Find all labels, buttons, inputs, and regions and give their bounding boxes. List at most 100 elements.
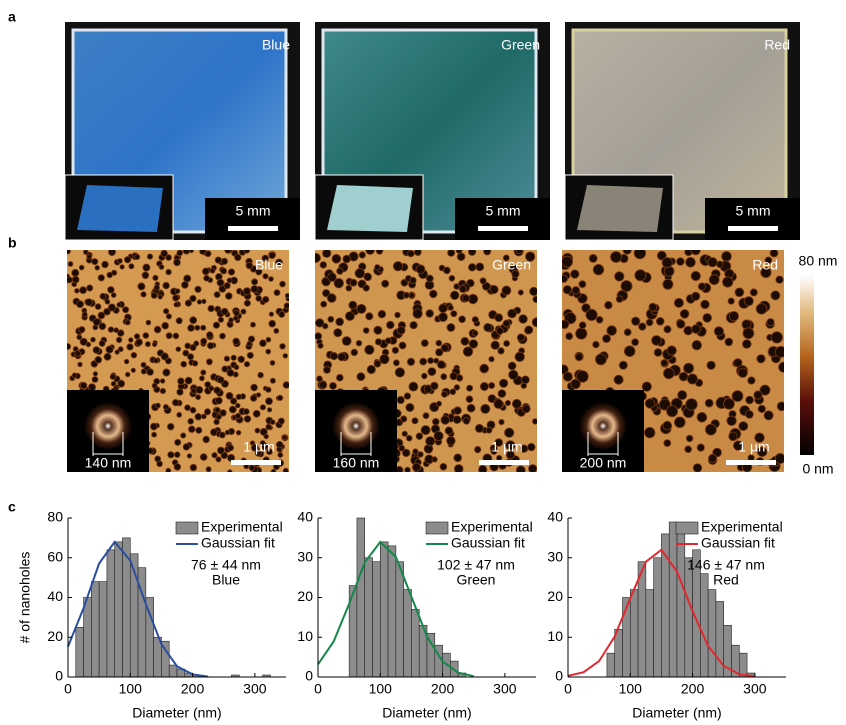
nanohole — [154, 358, 159, 363]
nanohole — [99, 341, 105, 347]
nanohole — [256, 296, 262, 302]
nanohole — [311, 253, 320, 262]
nanohole — [623, 246, 631, 254]
nanohole — [79, 265, 84, 270]
nanohole — [87, 254, 92, 259]
nanohole — [260, 405, 265, 410]
nanohole — [355, 269, 365, 279]
nanohole — [709, 454, 717, 462]
nanohole — [244, 416, 251, 423]
fft-ring — [84, 402, 132, 450]
nanohole — [504, 341, 510, 347]
nanohole — [503, 320, 510, 327]
nanohole — [322, 323, 328, 329]
nanohole — [729, 311, 738, 320]
nanohole — [72, 373, 77, 378]
nanohole — [243, 288, 250, 295]
nanohole — [375, 265, 380, 270]
nanohole — [395, 368, 404, 377]
x-tick-label: 0 — [314, 681, 322, 697]
nanohole — [241, 309, 246, 314]
nanohole — [418, 452, 424, 458]
nanohole — [213, 322, 219, 328]
nanohole — [218, 377, 225, 384]
nanohole — [342, 337, 351, 346]
nanohole — [436, 340, 442, 346]
nanohole — [196, 386, 203, 393]
nanohole — [283, 468, 288, 473]
nanohole — [154, 285, 159, 290]
nanohole — [656, 317, 664, 325]
nanohole — [129, 264, 134, 269]
x-tick-label: 100 — [369, 681, 393, 697]
nanohole — [509, 370, 518, 379]
y-tick-label: 0 — [305, 668, 313, 684]
nanohole — [221, 268, 227, 274]
nanohole — [235, 254, 242, 261]
nanohole — [728, 298, 734, 304]
nanohole — [393, 262, 402, 271]
x-tick-label: 200 — [681, 681, 705, 697]
nanohole — [397, 396, 404, 403]
nanohole — [131, 368, 135, 372]
nanohole — [410, 277, 416, 283]
nanohole — [228, 470, 233, 475]
nanohole — [266, 349, 271, 354]
nanohole — [439, 313, 448, 322]
nanohole — [402, 431, 407, 436]
nanohole — [498, 390, 506, 398]
nanohole — [499, 419, 504, 424]
nanohole — [343, 255, 351, 263]
x-tick-label: 0 — [64, 681, 72, 697]
nanohole — [204, 275, 210, 281]
nanohole — [529, 465, 537, 473]
nanohole — [247, 341, 252, 346]
nanohole — [205, 251, 211, 257]
y-tick-label: 0 — [55, 668, 63, 684]
nanohole — [270, 378, 275, 383]
nanohole — [498, 348, 504, 354]
nanohole — [86, 342, 91, 347]
histogram-bar — [411, 609, 419, 677]
nanohole — [104, 353, 111, 360]
nanohole — [616, 296, 623, 303]
histogram-bar — [115, 542, 123, 677]
nanohole — [764, 411, 773, 420]
nanohole — [174, 452, 180, 458]
nanohole — [579, 281, 586, 288]
nanohole — [231, 355, 236, 360]
scale-bar — [728, 226, 778, 231]
afm-label: Green — [492, 257, 531, 273]
annotation: 76 ± 44 nm — [191, 557, 261, 573]
histogram-bar — [380, 542, 388, 677]
nanohole — [632, 339, 639, 346]
histogram-bar — [700, 574, 708, 677]
nanohole — [775, 346, 786, 357]
nanohole — [405, 467, 411, 473]
nanohole — [697, 444, 704, 451]
nanohole — [256, 393, 260, 397]
nanohole — [364, 273, 372, 281]
y-tick-label: 80 — [47, 509, 63, 525]
nanohole — [269, 320, 276, 327]
nanohole — [229, 406, 236, 413]
nanohole — [528, 443, 536, 451]
nanohole — [175, 439, 181, 445]
nanohole — [619, 361, 627, 369]
nanohole — [125, 320, 130, 325]
nanohole — [499, 379, 507, 387]
y-tick-label: 30 — [547, 548, 563, 564]
nanohole — [439, 304, 448, 313]
x-tick-label: 100 — [119, 681, 143, 697]
afm-label: Blue — [255, 257, 283, 273]
nanohole — [416, 265, 425, 274]
nanohole — [432, 418, 439, 425]
nanohole — [143, 333, 149, 339]
nanohole — [327, 294, 336, 303]
nanohole — [234, 310, 240, 316]
nanohole — [463, 418, 470, 425]
nanohole — [204, 409, 210, 415]
nanohole — [147, 254, 152, 259]
photo-label: Green — [501, 37, 540, 53]
nanohole — [775, 453, 785, 463]
